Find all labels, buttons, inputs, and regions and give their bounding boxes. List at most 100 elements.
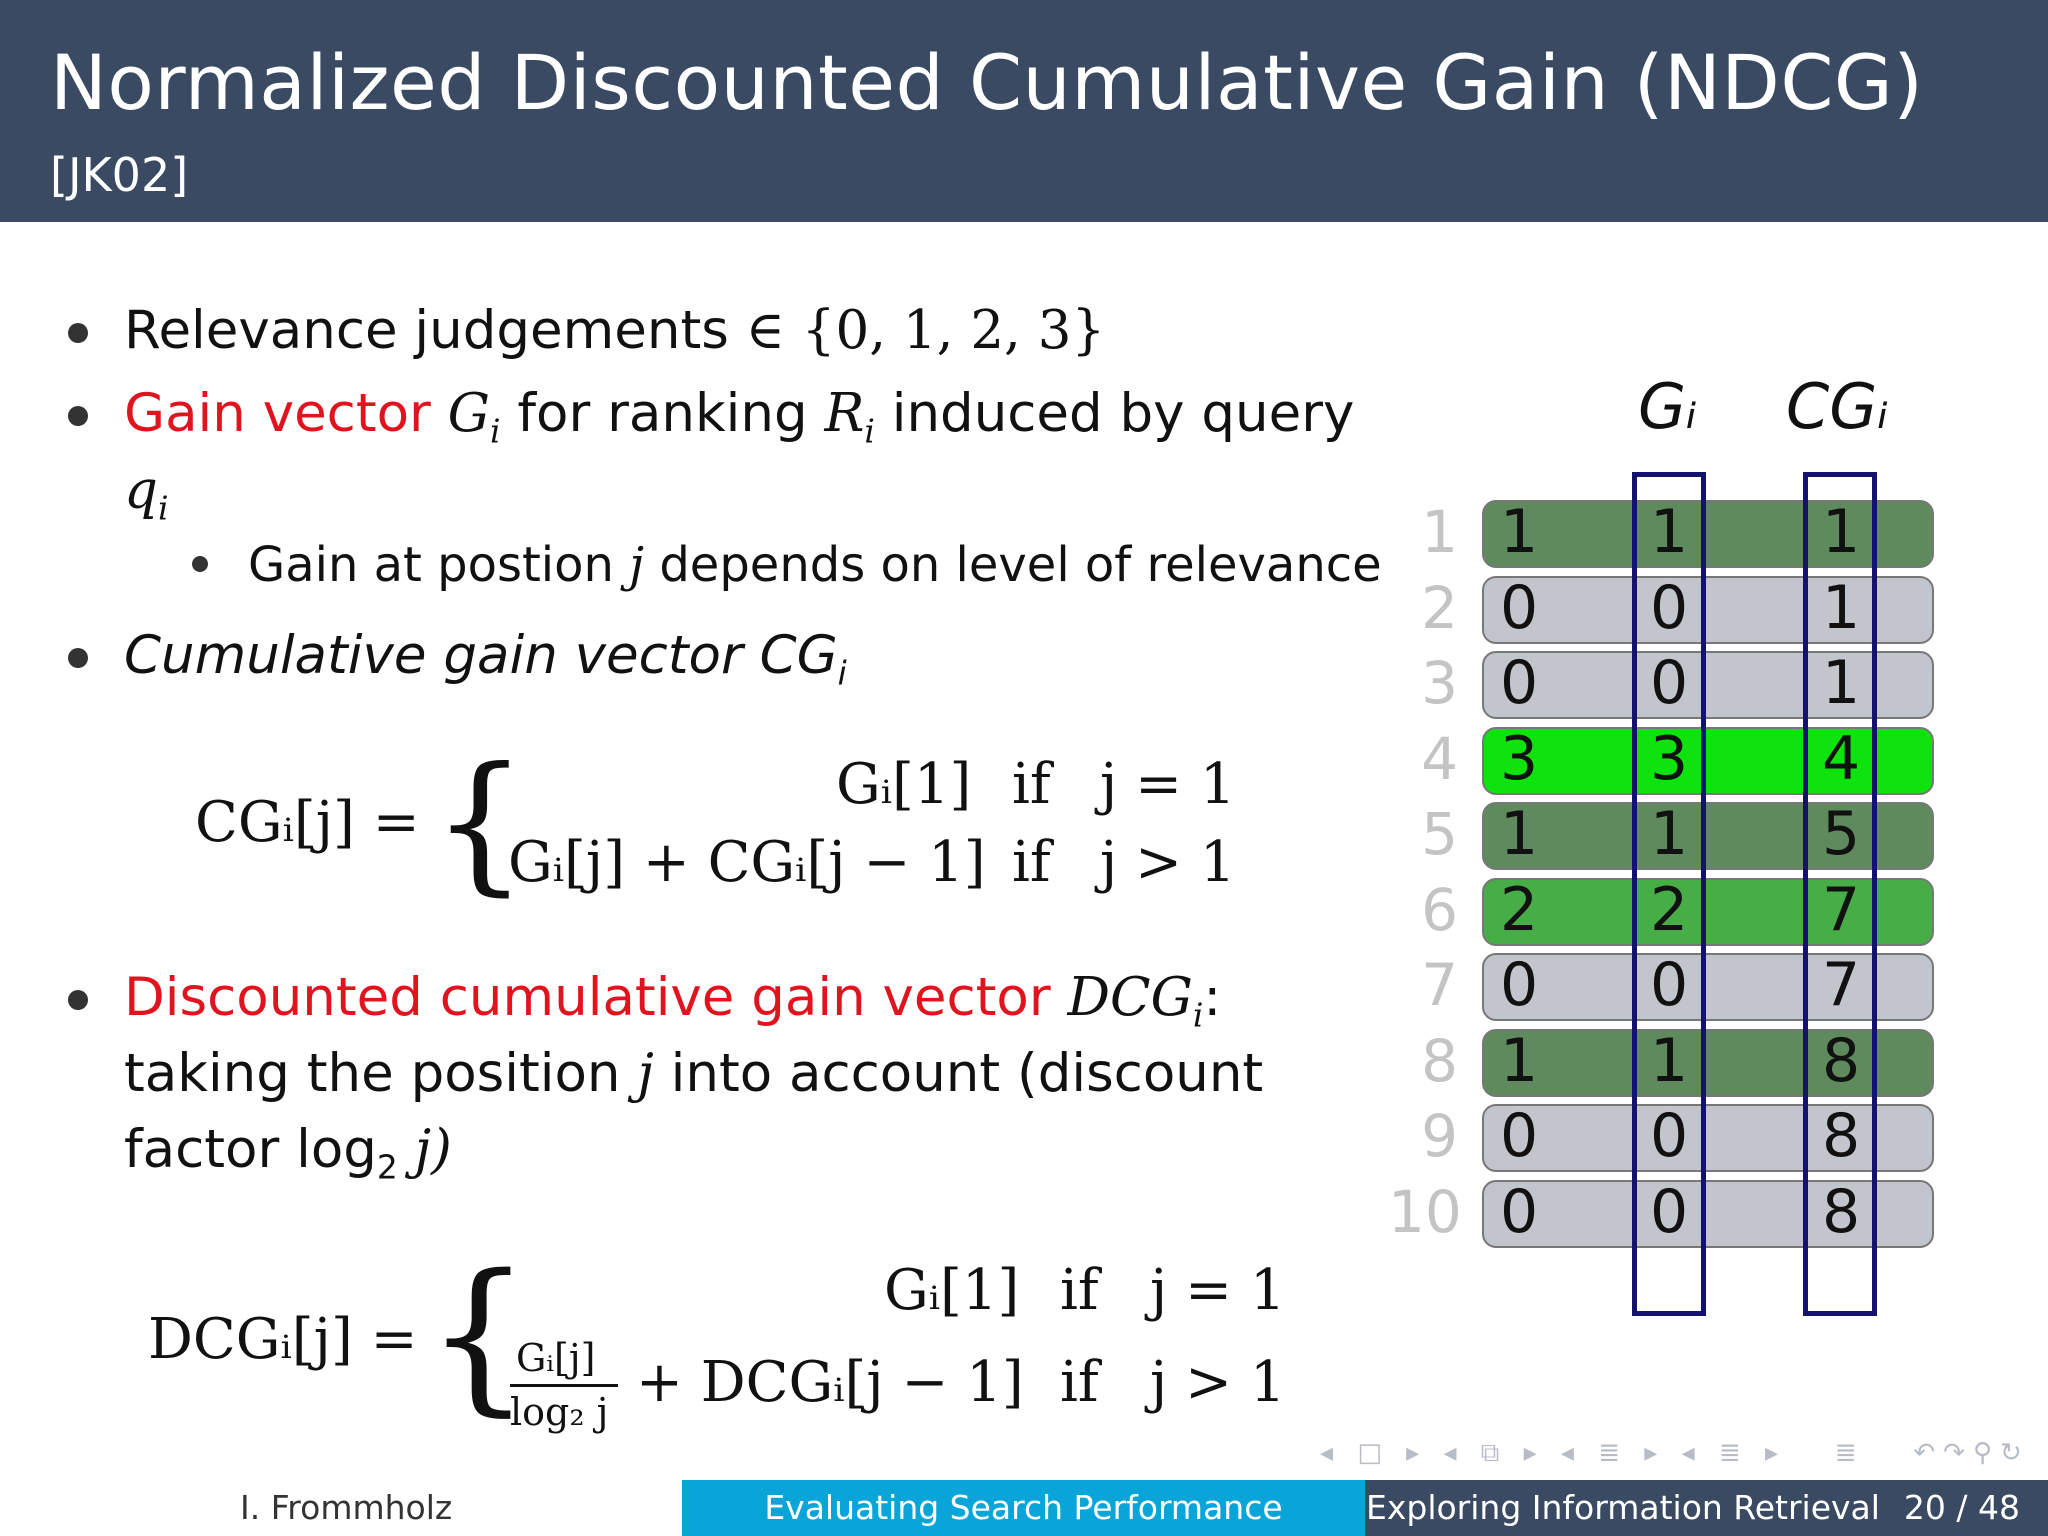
gain-value: 0 (1650, 648, 1689, 718)
bullet-dcg-line3: factor log2 j) (124, 1119, 452, 1187)
column-outline-cg (1803, 472, 1877, 1316)
ranking-row (1482, 802, 1934, 870)
gain-value: 1 (1650, 799, 1689, 869)
relevance-set: ∈ {0, 1, 2, 3} (745, 300, 1106, 361)
gain-vector-term: Gain vector (124, 383, 448, 444)
rank-number: 8 (1421, 1026, 1458, 1095)
bullet-text: factor log (124, 1119, 377, 1180)
cg-if-2: if (1012, 830, 1051, 895)
ranking-row (1482, 651, 1934, 719)
relevance-value: 1 (1500, 1025, 1539, 1096)
dcg-term: Discounted cumulative gain vector (124, 967, 1068, 1028)
footer-author-area: I. Frommholz (0, 1480, 682, 1536)
rank-number: 4 (1421, 724, 1458, 793)
bullet-text: for ranking (500, 383, 825, 444)
footer-course-area: Exploring Information Retrieval 20 / 48 (1365, 1480, 2048, 1536)
gain-value: 0 (1650, 572, 1689, 643)
cg-case-1: Gᵢ[1] (836, 752, 972, 817)
gain-value: 1 (1650, 497, 1689, 567)
column-header-cg: CGᵢ (1786, 370, 1889, 443)
sub-bullet-gain-position: Gain at postion j depends on level of re… (248, 537, 1382, 593)
cg-case-2: Gᵢ[j] + CGᵢ[j − 1] (508, 830, 986, 895)
relevance-value: 0 (1500, 572, 1539, 643)
slide-header: Normalized Discounted Cumulative Gain (N… (0, 0, 2048, 222)
bullet-dot (68, 323, 88, 343)
bullet-text: Cumulative gain vector CG (124, 625, 838, 686)
relevance-value: 0 (1500, 950, 1539, 1020)
rank-number: 10 (1388, 1177, 1462, 1246)
rank-number: 5 (1421, 800, 1458, 868)
math-sub: i (157, 488, 169, 528)
dcg-case-2: + DCGᵢ[j − 1] (636, 1350, 1024, 1415)
bullet-text: induced by query (874, 383, 1355, 444)
relevance-value: 0 (1500, 1101, 1539, 1171)
beamer-nav-icons[interactable]: ◂ □ ▸ ◂ ⧉ ▸ ◂ ≣ ▸ ◂ ≣ ▸ ≣ ↶↷⚲↻ (1320, 1438, 2030, 1468)
rank-number: 2 (1421, 573, 1458, 642)
rank-number: 6 (1421, 875, 1458, 944)
footer-author: I. Frommholz (240, 1488, 453, 1527)
cumulative-gain-value: 8 (1822, 1025, 1861, 1096)
relevance-value: 0 (1500, 1176, 1539, 1247)
footer-page-number: 20 / 48 (1903, 1488, 2020, 1527)
bullet-dcg-line2: taking the position j into account (disc… (124, 1043, 1263, 1104)
dcg-formula-brace: { (426, 1239, 531, 1431)
cumulative-gain-value: 4 (1822, 723, 1861, 794)
cg-if-1: if (1012, 752, 1051, 817)
bullet-text: Gain at postion (248, 537, 630, 593)
cumulative-gain-value: 7 (1822, 950, 1861, 1020)
dcg-if-2: if (1060, 1350, 1099, 1415)
cumulative-gain-value: 1 (1822, 572, 1861, 643)
ranking-row (1482, 953, 1934, 1021)
bullet-relevance: Relevance judgements ∈ {0, 1, 2, 3} (124, 300, 1105, 361)
gain-value: 1 (1650, 1025, 1689, 1096)
bullet-dot (68, 406, 88, 426)
math-q: q (124, 460, 158, 521)
rank-number: 7 (1421, 951, 1458, 1019)
bullet-text: into account (discount (653, 1043, 1264, 1104)
bullet-text: : (1203, 967, 1222, 1028)
relevance-value: 1 (1500, 799, 1539, 869)
gain-value: 0 (1650, 950, 1689, 1020)
dcg-cond-1: j = 1 (1150, 1258, 1286, 1323)
gain-value: 0 (1650, 1101, 1689, 1171)
math-sub: i (864, 411, 875, 451)
cumulative-gain-value: 1 (1822, 497, 1861, 567)
math-dcg: DCG (1067, 967, 1193, 1028)
bullet-text: depends on level of relevance (644, 537, 1382, 593)
ranking-row (1482, 500, 1934, 568)
rank-number: 9 (1421, 1102, 1458, 1170)
relevance-value: 2 (1500, 874, 1539, 945)
relevance-value: 1 (1500, 497, 1539, 567)
slide-subtitle: [JK02] (50, 148, 189, 202)
bullet-cumulative-gain: Cumulative gain vector CGi (124, 625, 847, 693)
gain-value: 2 (1650, 874, 1689, 945)
slide-title: Normalized Discounted Cumulative Gain (N… (50, 38, 1924, 127)
footer-course: Exploring Information Retrieval (1366, 1488, 1880, 1527)
relevance-value: 0 (1500, 648, 1539, 718)
gain-value: 3 (1650, 723, 1689, 794)
dcg-cond-2: j > 1 (1150, 1350, 1286, 1415)
cumulative-gain-value: 8 (1822, 1101, 1861, 1171)
dcg-frac-den: log₂ j (510, 1390, 609, 1434)
math-j: j (629, 537, 645, 593)
cg-formula-lhs: CGᵢ[j] = (195, 790, 420, 855)
rank-number: 3 (1421, 649, 1458, 717)
cg-formula-brace: { (432, 736, 528, 910)
relevance-value: 3 (1500, 723, 1539, 794)
bullet-dot (68, 648, 88, 668)
ranking-row (1482, 877, 1934, 946)
bullet-text: taking the position (124, 1043, 638, 1104)
math-g: G (447, 383, 491, 444)
cg-cond-1: j = 1 (1100, 752, 1236, 817)
dcg-if-1: if (1060, 1258, 1099, 1323)
cumulative-gain-value: 8 (1822, 1176, 1861, 1247)
rank-number: 1 (1421, 498, 1458, 566)
column-header-g: Gᵢ (1638, 370, 1698, 443)
gain-value: 0 (1650, 1176, 1689, 1247)
dcg-formula-lhs: DCGᵢ[j] = (148, 1307, 418, 1372)
column-outline-g (1632, 472, 1706, 1316)
dcg-frac-num: Gᵢ[j] (516, 1336, 596, 1380)
dcg-case-1: Gᵢ[1] (884, 1258, 1020, 1323)
cumulative-gain-value: 5 (1822, 799, 1861, 869)
footer-section: Evaluating Search Performance (682, 1480, 1365, 1536)
